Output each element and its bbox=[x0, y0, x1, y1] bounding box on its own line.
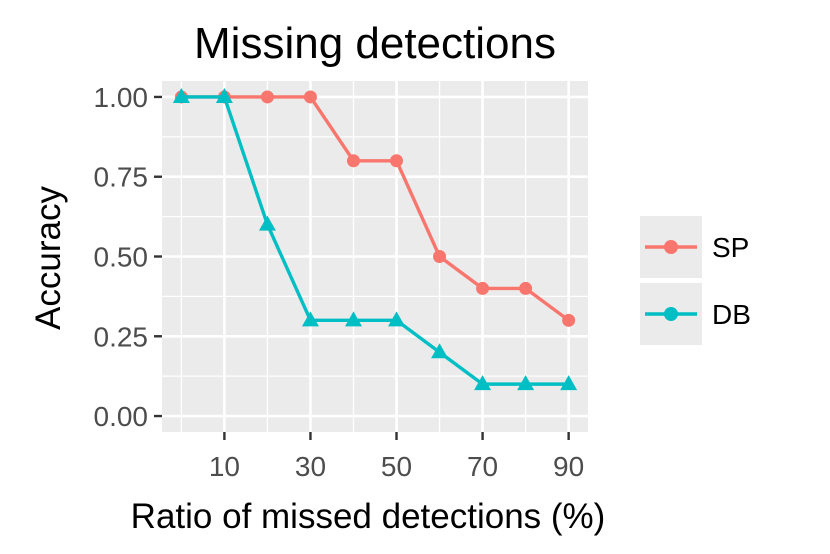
data-point bbox=[390, 154, 404, 168]
x-tick-label: 50 bbox=[381, 451, 412, 482]
y-axis: 0.00 0.25 0.50 0.75 1.00 bbox=[94, 82, 162, 432]
data-point bbox=[474, 375, 492, 391]
y-tick-label: 0.00 bbox=[94, 401, 149, 432]
data-point bbox=[431, 343, 449, 359]
data-point bbox=[433, 250, 447, 263]
legend: SP DB bbox=[640, 216, 751, 345]
data-point bbox=[560, 375, 578, 391]
data-point bbox=[346, 154, 360, 168]
grid-major bbox=[162, 81, 588, 432]
data-point bbox=[215, 87, 233, 103]
y-tick-label: 0.50 bbox=[94, 242, 149, 273]
legend-label: SP bbox=[712, 232, 749, 263]
series-layer bbox=[172, 87, 578, 391]
y-axis-title: Accuracy bbox=[29, 186, 68, 330]
data-point bbox=[388, 311, 406, 327]
data-point bbox=[303, 90, 317, 104]
y-tick-label: 0.25 bbox=[94, 321, 149, 352]
x-tick-label: 30 bbox=[295, 451, 326, 482]
data-point bbox=[517, 375, 535, 391]
x-axis: 10 30 50 70 90 bbox=[209, 432, 584, 482]
x-tick-label: 90 bbox=[553, 451, 584, 482]
legend-key-marker bbox=[664, 240, 678, 254]
data-point bbox=[344, 311, 362, 327]
y-tick-label: 0.75 bbox=[94, 162, 149, 193]
x-tick-label: 70 bbox=[467, 451, 498, 482]
series-db bbox=[172, 87, 578, 391]
data-point bbox=[172, 87, 190, 103]
series-line-sp bbox=[181, 95, 570, 322]
series-line-db bbox=[181, 95, 569, 386]
data-point bbox=[301, 311, 319, 327]
y-tick-label: 1.00 bbox=[94, 82, 149, 113]
chart-title: Missing detections bbox=[194, 19, 556, 68]
legend-item-db: DB bbox=[640, 283, 751, 345]
data-point bbox=[562, 313, 576, 327]
x-axis-title: Ratio of missed detections (%) bbox=[131, 497, 606, 536]
legend-key-marker bbox=[664, 307, 678, 321]
legend-label: DB bbox=[712, 299, 751, 330]
data-point bbox=[519, 281, 533, 295]
data-point bbox=[260, 90, 274, 104]
legend-item-sp: SP bbox=[640, 216, 749, 278]
x-tick-label: 10 bbox=[209, 451, 240, 482]
data-point bbox=[258, 215, 276, 231]
data-point bbox=[476, 281, 490, 295]
